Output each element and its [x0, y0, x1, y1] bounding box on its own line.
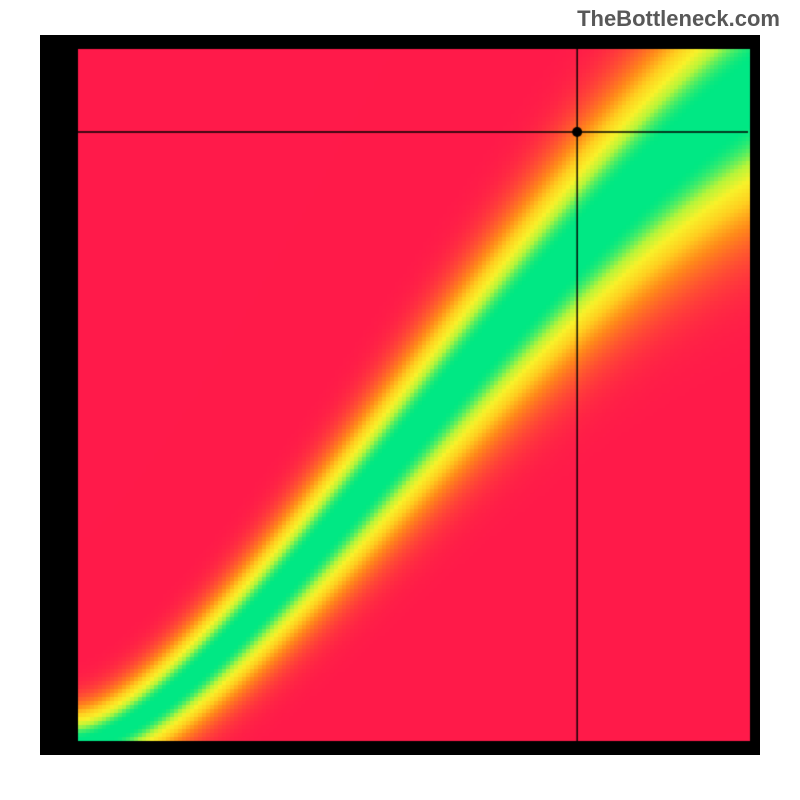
watermark-label: TheBottleneck.com	[577, 6, 780, 32]
heatmap-plot	[40, 35, 760, 755]
heatmap-canvas	[40, 35, 760, 755]
